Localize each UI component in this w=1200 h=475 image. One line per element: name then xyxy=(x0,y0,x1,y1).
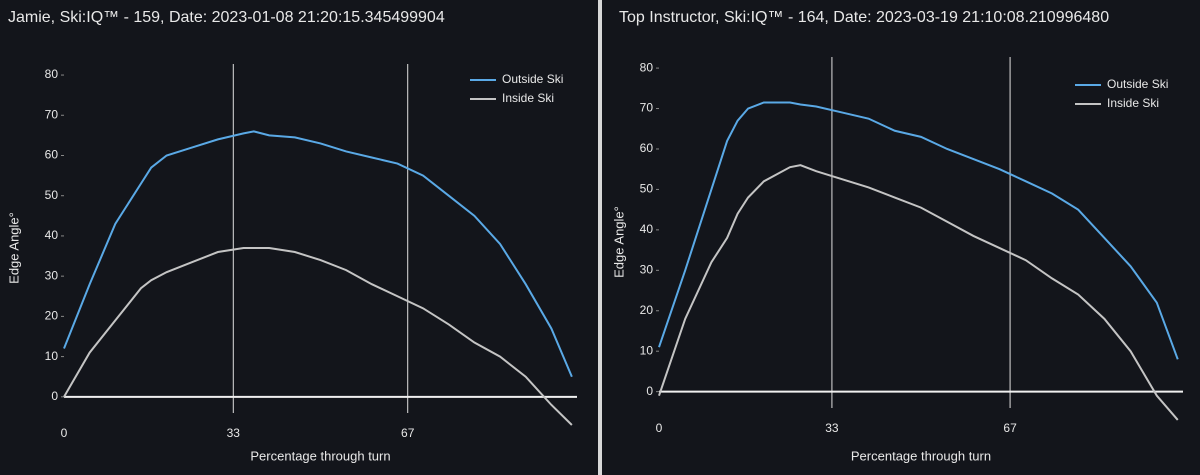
legend-label: Outside Ski xyxy=(1107,77,1168,91)
legend-label: Inside Ski xyxy=(502,91,554,105)
y-tick-label: 60 xyxy=(45,148,59,162)
series-line xyxy=(63,247,573,426)
x-tick-label: 0 xyxy=(61,426,68,440)
y-tick-label: 80 xyxy=(640,60,654,74)
y-tick-label: 80 xyxy=(45,67,59,81)
x-tick-label: 67 xyxy=(401,426,415,440)
x-tick-label: 33 xyxy=(227,426,241,440)
y-tick-label: 50 xyxy=(640,182,654,196)
y-tick-label: 0 xyxy=(646,384,653,398)
legend-label: Inside Ski xyxy=(1107,96,1159,110)
y-tick-label: 40 xyxy=(45,228,59,242)
panel xyxy=(602,0,1200,475)
x-axis-label: Percentage through turn xyxy=(851,448,991,463)
y-tick-label: 70 xyxy=(45,107,59,121)
x-tick-label: 0 xyxy=(656,421,663,435)
legend-label: Outside Ski xyxy=(502,72,563,86)
y-tick-label: 30 xyxy=(640,262,654,276)
y-tick-label: 0 xyxy=(51,389,58,403)
series-line xyxy=(63,130,573,378)
x-tick-label: 67 xyxy=(1003,421,1017,435)
y-axis-label: Edge Angle° xyxy=(611,206,626,278)
y-tick-label: 10 xyxy=(640,343,654,357)
y-tick-label: 60 xyxy=(640,141,654,155)
x-axis-label: Percentage through turn xyxy=(250,448,390,463)
y-tick-label: 50 xyxy=(45,188,59,202)
y-tick-label: 40 xyxy=(640,222,654,236)
chart-title: Top Instructor, Ski:IQ™ - 164, Date: 202… xyxy=(619,9,1109,26)
y-tick-label: 10 xyxy=(45,349,59,363)
series-line xyxy=(658,101,1179,360)
y-tick-label: 20 xyxy=(640,303,654,317)
y-axis-label: Edge Angle° xyxy=(6,212,21,284)
series-line xyxy=(658,164,1179,421)
y-tick-label: 20 xyxy=(45,309,59,323)
y-tick-label: 70 xyxy=(640,101,654,115)
chart-title: Jamie, Ski:IQ™ - 159, Date: 2023-01-08 2… xyxy=(8,9,445,26)
y-tick-label: 30 xyxy=(45,268,59,282)
x-tick-label: 33 xyxy=(825,421,839,435)
